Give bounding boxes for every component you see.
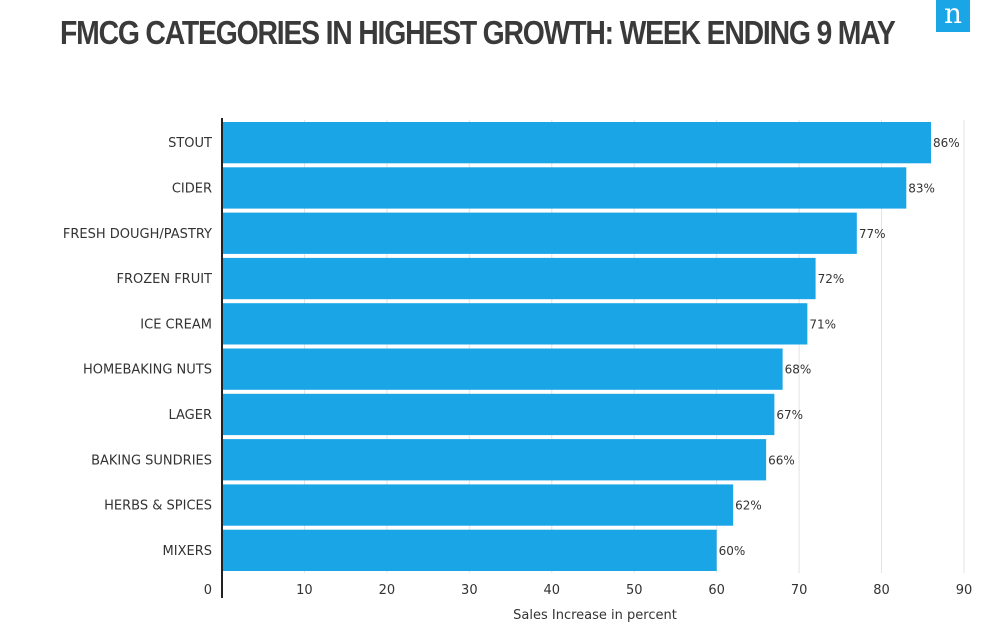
bar bbox=[222, 393, 775, 436]
bar bbox=[222, 212, 857, 254]
nielsen-logo-icon: n bbox=[936, 0, 970, 32]
category-label: MIXERS bbox=[163, 544, 212, 559]
category-label: CIDER bbox=[172, 181, 212, 196]
category-label: LAGER bbox=[168, 408, 212, 423]
bar bbox=[222, 122, 932, 164]
value-label: 72% bbox=[818, 272, 845, 286]
x-tick-label: 80 bbox=[873, 583, 890, 598]
category-label: HOMEBAKING NUTS bbox=[83, 363, 212, 378]
x-tick-label: 70 bbox=[791, 583, 808, 598]
value-label: 60% bbox=[719, 544, 746, 558]
bar bbox=[222, 348, 783, 390]
bars bbox=[222, 122, 932, 571]
x-tick-label: 0 bbox=[204, 583, 212, 598]
bar bbox=[222, 167, 907, 209]
x-axis-label: Sales Increase in percent bbox=[513, 608, 677, 623]
value-label: 68% bbox=[785, 363, 812, 377]
bar bbox=[222, 529, 717, 571]
value-labels: 86% 83% 77% 72% 71% 68% 67% 66% 62% 60% bbox=[719, 136, 960, 558]
value-label: 67% bbox=[776, 408, 803, 422]
value-label: 77% bbox=[859, 227, 886, 241]
x-tick-label: 50 bbox=[626, 583, 643, 598]
category-label: FRESH DOUGH/PASTRY bbox=[63, 227, 212, 242]
x-tick-label: 40 bbox=[544, 583, 561, 598]
bar bbox=[222, 484, 734, 526]
x-tick-label: 60 bbox=[708, 583, 725, 598]
bar bbox=[222, 303, 808, 345]
category-label: ICE CREAM bbox=[140, 317, 212, 332]
x-tick-labels: 0 10 20 30 40 50 60 70 80 90 bbox=[204, 583, 973, 598]
x-tick-label: 90 bbox=[956, 583, 973, 598]
value-label: 86% bbox=[933, 136, 960, 150]
x-tick-label: 10 bbox=[296, 583, 313, 598]
category-label: FROZEN FRUIT bbox=[116, 272, 212, 287]
value-label: 66% bbox=[768, 453, 795, 467]
bar bbox=[222, 439, 767, 481]
value-label: 62% bbox=[735, 499, 762, 513]
chart-title: FMCG CATEGORIES IN HIGHEST GROWTH: WEEK … bbox=[60, 14, 896, 51]
x-tick-label: 30 bbox=[461, 583, 478, 598]
category-label: HERBS & SPICES bbox=[104, 499, 212, 514]
bar bbox=[222, 257, 816, 300]
value-label: 83% bbox=[908, 181, 935, 195]
category-label: BAKING SUNDRIES bbox=[91, 453, 212, 468]
value-label: 71% bbox=[809, 317, 836, 331]
category-labels: STOUT CIDER FRESH DOUGH/PASTRY FROZEN FRUIT… bbox=[63, 136, 212, 559]
category-label: STOUT bbox=[168, 136, 212, 151]
x-tick-label: 20 bbox=[379, 583, 396, 598]
